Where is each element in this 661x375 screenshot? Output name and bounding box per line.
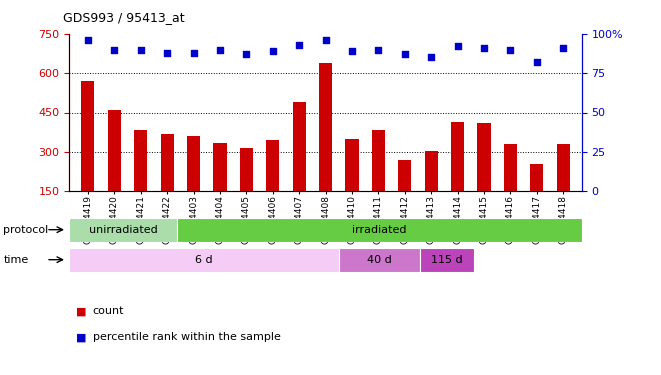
Text: time: time — [3, 255, 28, 265]
Text: 6 d: 6 d — [196, 255, 213, 265]
Point — [268, 48, 278, 54]
Bar — [108, 110, 121, 191]
Bar — [161, 134, 174, 191]
Bar — [319, 63, 332, 191]
Text: GDS993 / 95413_at: GDS993 / 95413_at — [63, 11, 184, 24]
Bar — [214, 143, 227, 191]
Point — [162, 50, 173, 55]
Point — [531, 59, 542, 65]
Text: ■: ■ — [76, 333, 87, 342]
Point — [452, 44, 463, 50]
Point — [241, 51, 252, 57]
Point — [321, 37, 331, 43]
Bar — [398, 160, 411, 191]
Bar — [420, 248, 474, 272]
Bar — [240, 148, 253, 191]
Text: unirradiated: unirradiated — [89, 225, 158, 235]
Point — [109, 46, 120, 53]
Text: 40 d: 40 d — [367, 255, 392, 265]
Point — [346, 48, 357, 54]
Point — [399, 51, 410, 57]
Bar — [339, 248, 420, 272]
Bar — [477, 123, 490, 191]
Bar — [177, 217, 582, 242]
Point — [505, 46, 516, 53]
Text: ■: ■ — [76, 306, 87, 316]
Point — [558, 45, 568, 51]
Bar — [504, 144, 517, 191]
Bar — [371, 130, 385, 191]
Point — [136, 46, 146, 53]
Bar — [134, 130, 147, 191]
Bar — [81, 81, 95, 191]
Bar — [530, 164, 543, 191]
Text: irradiated: irradiated — [352, 225, 407, 235]
Bar — [69, 217, 177, 242]
Point — [479, 45, 489, 51]
Point — [83, 37, 93, 43]
Point — [373, 46, 383, 53]
Bar — [557, 144, 570, 191]
Text: 115 d: 115 d — [431, 255, 463, 265]
Bar — [451, 122, 464, 191]
Point — [188, 50, 199, 55]
Text: count: count — [93, 306, 124, 316]
Bar — [187, 136, 200, 191]
Text: protocol: protocol — [3, 225, 48, 235]
Bar — [266, 140, 280, 191]
Point — [215, 46, 225, 53]
Bar — [69, 248, 339, 272]
Bar — [424, 152, 438, 191]
Text: percentile rank within the sample: percentile rank within the sample — [93, 333, 280, 342]
Point — [294, 42, 305, 48]
Bar — [345, 139, 358, 191]
Bar — [293, 102, 306, 191]
Point — [426, 54, 436, 60]
